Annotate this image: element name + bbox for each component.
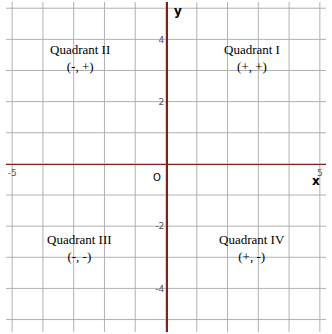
svg-text:4: 4 <box>158 35 164 45</box>
svg-text:x: x <box>312 174 320 188</box>
svg-text:2: 2 <box>158 97 164 107</box>
svg-text:Quadrant III(-, -): Quadrant III(-, -) <box>47 232 112 264</box>
svg-text:Quadrant IV(+, -): Quadrant IV(+, -) <box>219 232 285 264</box>
svg-text:-4: -4 <box>155 284 164 294</box>
svg-text:5: 5 <box>317 168 323 178</box>
svg-text:-5: -5 <box>8 168 17 178</box>
svg-text:Quadrant II(-, +): Quadrant II(-, +) <box>50 42 110 74</box>
svg-text:y: y <box>174 4 182 18</box>
svg-text:Quadrant I(+, +): Quadrant I(+, +) <box>224 42 280 74</box>
svg-text:O: O <box>153 172 161 183</box>
svg-text:-2: -2 <box>155 221 164 231</box>
